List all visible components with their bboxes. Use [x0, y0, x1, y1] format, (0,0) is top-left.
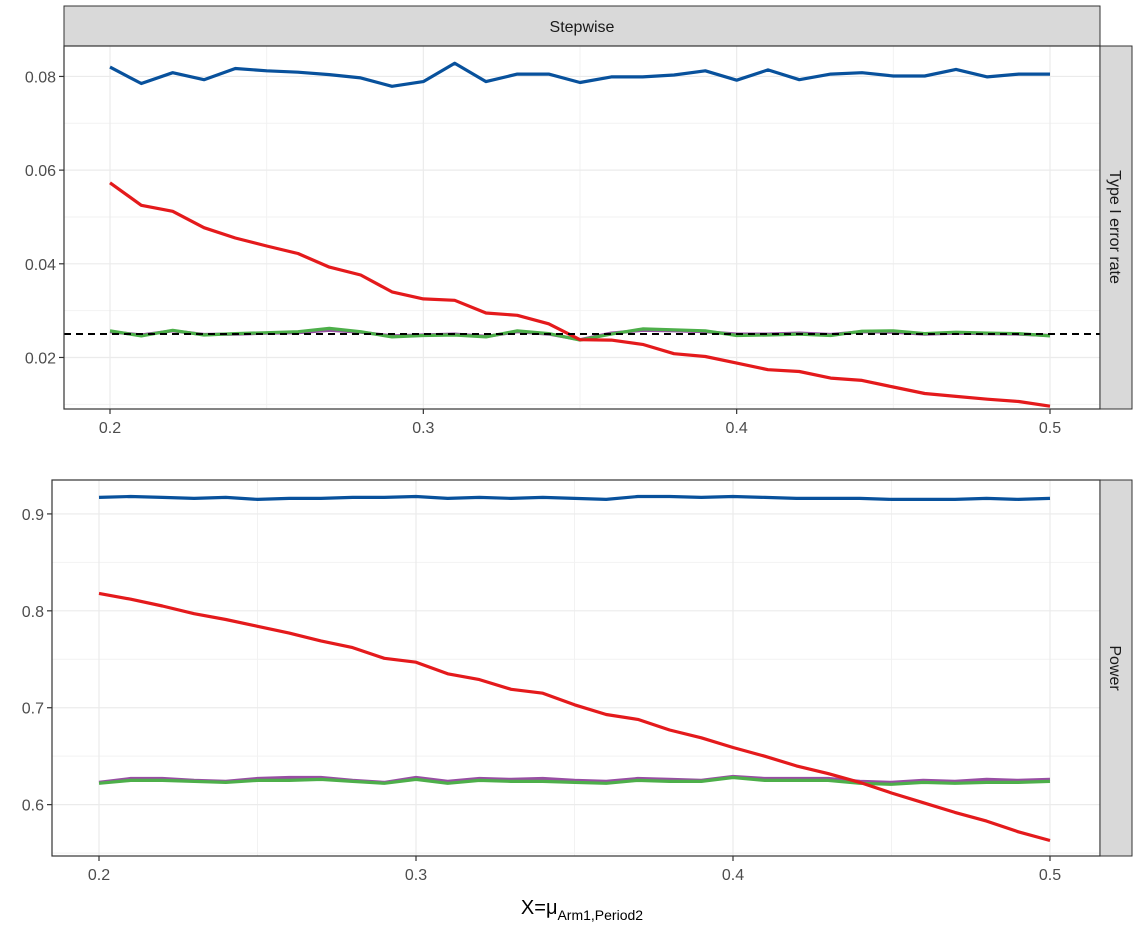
panel-type-i-error: Stepwise Type I error rate 0.2 0.3 0.4 0.50…	[25, 5, 1133, 437]
panel-top-background	[64, 46, 1100, 409]
grid-top	[64, 46, 1100, 409]
panel-bottom-background	[52, 480, 1100, 856]
ticks-bottom: 0.2 0.3 0.4 0.5 0.6 0.7 0.8 0.9	[22, 507, 1061, 884]
x-tick-label: 0.3	[412, 420, 434, 437]
panel-power: Power 0.2 0.3 0.4 0.5 0.6 0.7 0.8 0.9	[22, 479, 1133, 884]
y-tick-label: 0.08	[25, 69, 56, 86]
x-tick-label: 0.5	[1039, 867, 1061, 884]
x-axis-title: X=μArm1,Period2	[521, 897, 643, 923]
series-line-1	[98, 774, 1051, 785]
y-tick-label: 0.8	[22, 604, 44, 621]
ticks-top: 0.2 0.3 0.4 0.5 0.02 0.04 0.06 0.08	[25, 69, 1061, 437]
y-tick-label: 0.7	[22, 701, 44, 718]
x-tick-label: 0.4	[726, 420, 748, 437]
y-tick-label: 0.9	[22, 507, 44, 524]
series-line-3	[109, 181, 1051, 408]
x-tick-label: 0.5	[1039, 420, 1061, 437]
x-tick-label: 0.2	[88, 867, 110, 884]
y-tick-label: 0.06	[25, 163, 56, 180]
strip-right-bottom-background	[1099, 479, 1133, 857]
series-line-2	[98, 775, 1051, 786]
strip-top-label: Stepwise	[550, 19, 615, 36]
x-tick-label: 0.3	[405, 867, 427, 884]
x-tick-label: 0.4	[722, 867, 744, 884]
strip-right-top-label: Type I error rate	[1106, 170, 1123, 284]
y-tick-label: 0.6	[22, 798, 44, 815]
series-line-3	[98, 591, 1051, 843]
x-axis-title-main: X=μ	[521, 897, 558, 919]
strip-right-top-background	[1099, 45, 1133, 410]
series-bottom	[98, 494, 1051, 843]
strip-right-bottom-label: Power	[1106, 645, 1123, 691]
series-line-4	[98, 494, 1051, 501]
series-top	[64, 61, 1100, 408]
y-tick-label: 0.04	[25, 257, 56, 274]
strip-top-background	[63, 5, 1101, 47]
x-tick-label: 0.2	[99, 420, 121, 437]
x-axis-title-subscript: Arm1,Period2	[557, 907, 643, 923]
grid-bottom	[52, 480, 1100, 856]
y-tick-label: 0.02	[25, 350, 56, 367]
series-line-4	[109, 61, 1050, 88]
